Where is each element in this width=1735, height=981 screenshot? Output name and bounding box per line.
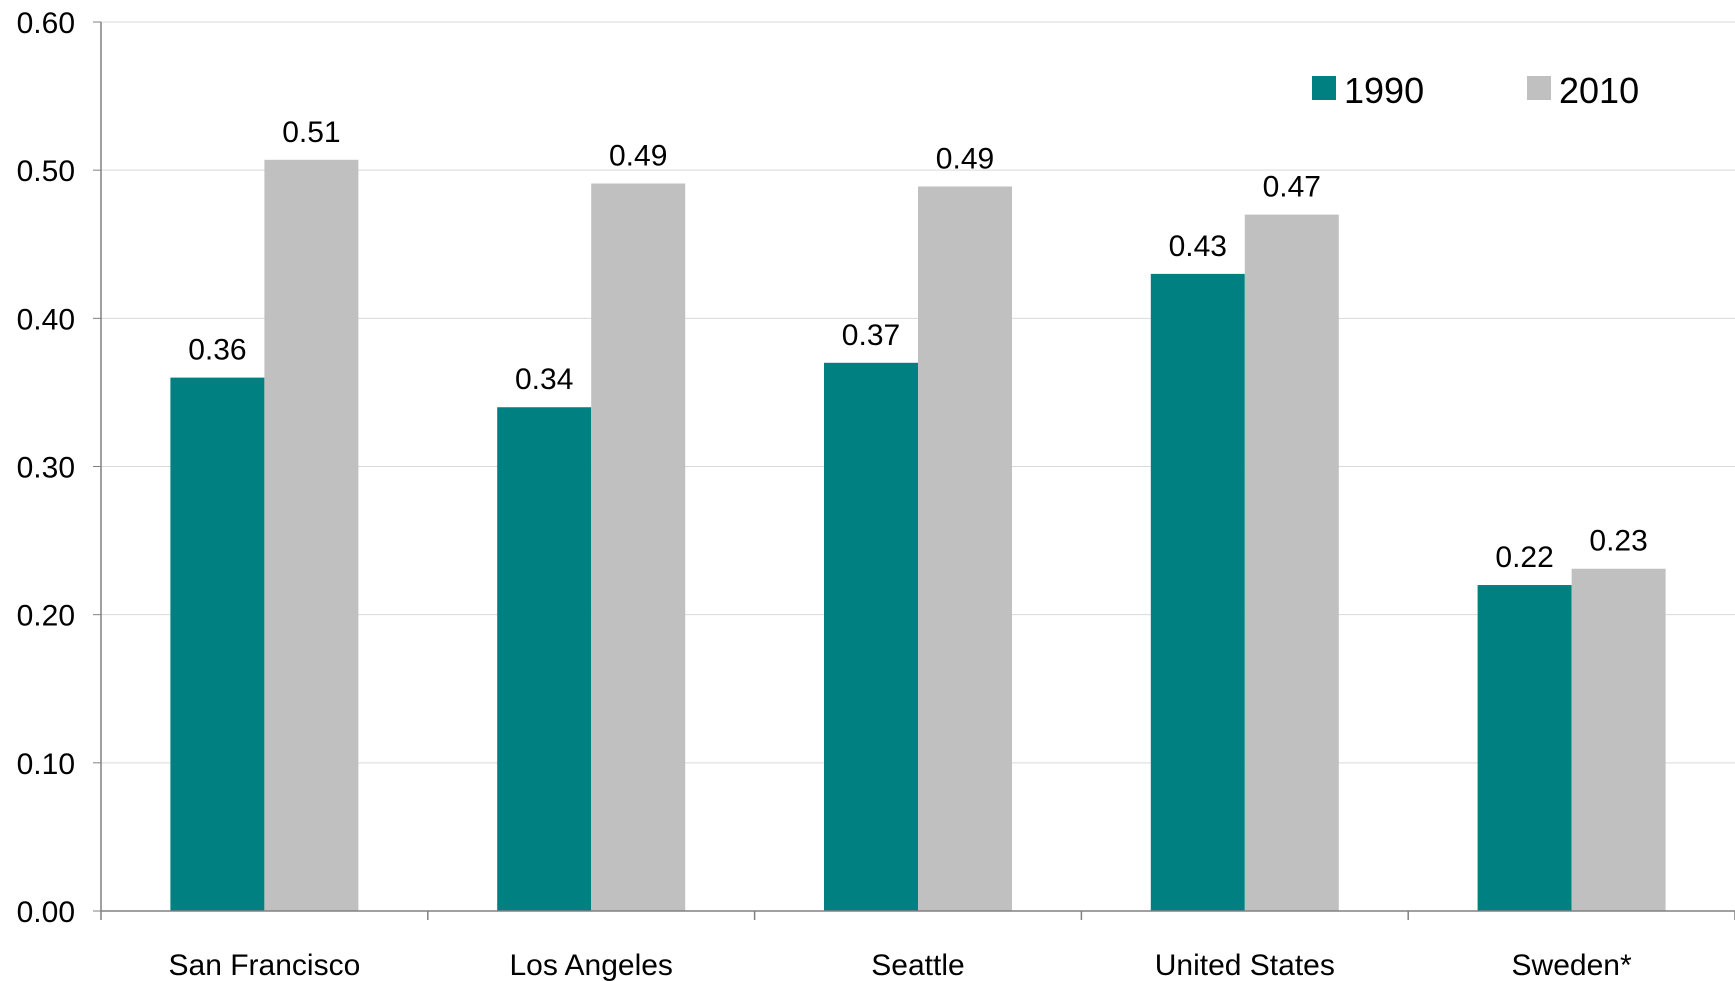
y-tick-label: 0.20 <box>17 600 75 633</box>
data-label: 0.37 <box>842 319 900 352</box>
y-tick-label: 0.00 <box>17 896 75 929</box>
y-tick-label: 0.40 <box>17 303 75 336</box>
x-axis-ticks: San Francisco Los Angeles Seattle United St… <box>100 911 1735 981</box>
y-tick-label: 0.50 <box>17 155 75 188</box>
y-tick-label: 0.10 <box>17 748 75 781</box>
data-label: 0.36 <box>188 334 246 367</box>
x-tick-label: United States <box>1155 949 1335 981</box>
x-tick-label: Los Angeles <box>509 949 672 981</box>
x-tick-label: Seattle <box>871 949 964 981</box>
bar-1990 <box>170 377 265 912</box>
bar-2010 <box>1244 214 1339 911</box>
bar-1990 <box>824 362 918 911</box>
legend-swatch-2010 <box>1527 76 1551 100</box>
bar-2010 <box>918 186 1012 912</box>
bar-2010 <box>1571 568 1666 911</box>
data-label: 0.34 <box>515 363 573 396</box>
data-label: 0.43 <box>1169 230 1227 263</box>
data-label: 0.49 <box>609 140 667 173</box>
x-tick-label: San Francisco <box>169 949 361 981</box>
legend-label-2010: 2010 <box>1559 70 1639 111</box>
legend-swatch-1990 <box>1312 76 1336 100</box>
legend: 1990 2010 <box>1312 70 1639 111</box>
data-labels: 0.36 0.51 0.34 0.49 0.37 0.49 0.43 0.47 0.22 0.23 <box>188 116 1648 574</box>
bar-2010 <box>591 183 686 912</box>
data-label: 0.49 <box>936 142 994 175</box>
bar-1990 <box>1150 273 1245 912</box>
bars <box>170 159 1666 912</box>
legend-label-1990: 1990 <box>1344 70 1424 111</box>
data-label: 0.23 <box>1589 525 1647 558</box>
y-tick-label: 0.60 <box>17 7 75 40</box>
y-tick-label: 0.30 <box>17 452 75 485</box>
data-label: 0.22 <box>1495 541 1553 574</box>
y-axis-ticks: 0.00 0.10 0.20 0.30 0.40 0.50 0.60 <box>17 7 101 929</box>
bar-1990 <box>497 407 592 911</box>
data-label: 0.47 <box>1263 171 1321 204</box>
bar-2010 <box>264 159 359 912</box>
data-label: 0.51 <box>282 116 340 149</box>
x-tick-label: Sweden* <box>1512 949 1632 981</box>
bar-1990 <box>1477 585 1572 911</box>
